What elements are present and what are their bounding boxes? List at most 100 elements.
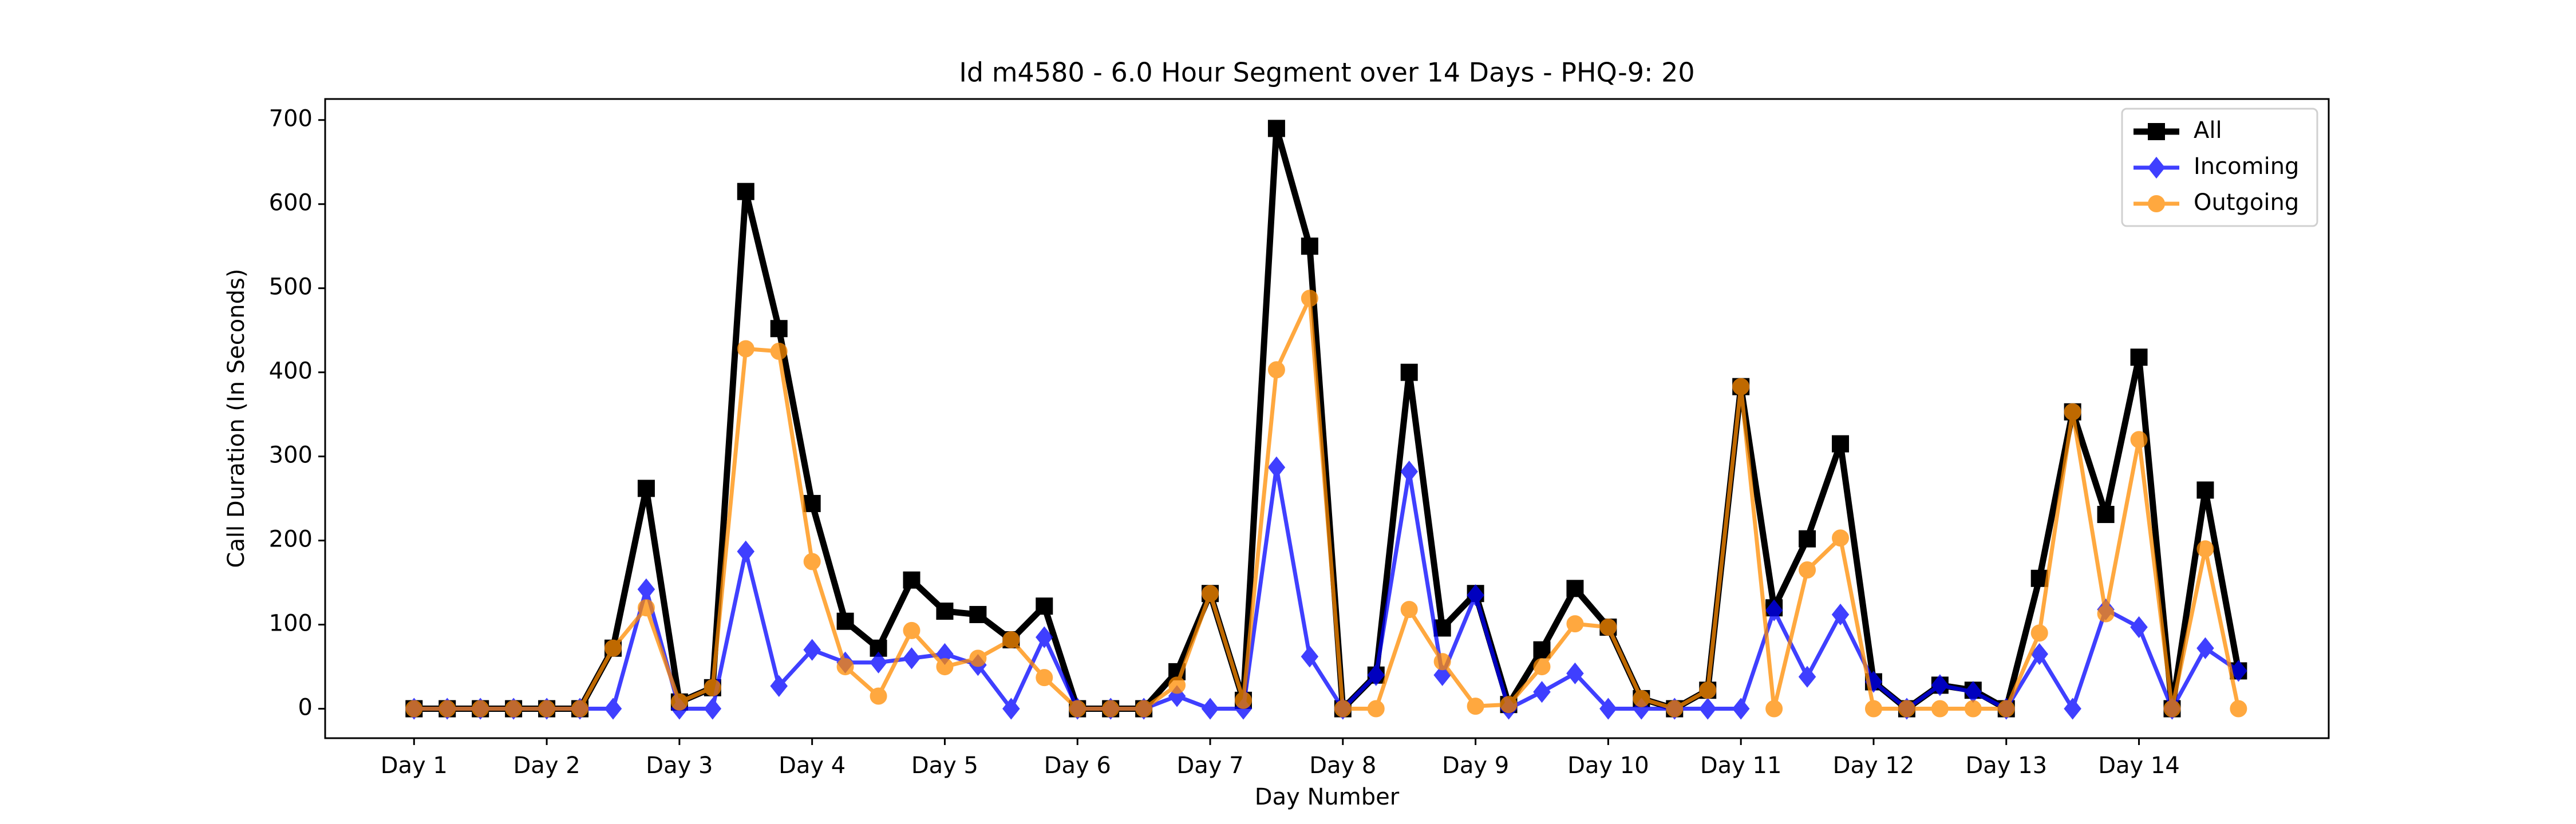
legend-marker bbox=[2148, 195, 2165, 212]
x-tick-label: Day 14 bbox=[2098, 752, 2180, 779]
legend-label: All bbox=[2194, 117, 2222, 144]
marker bbox=[1832, 435, 1850, 453]
x-tick-label: Day 9 bbox=[1442, 752, 1509, 779]
x-tick-label: Day 11 bbox=[1700, 752, 1782, 779]
x-tick-label: Day 10 bbox=[1567, 752, 1649, 779]
marker bbox=[903, 647, 920, 670]
marker bbox=[2130, 616, 2148, 639]
marker bbox=[1732, 378, 1750, 395]
marker bbox=[1301, 290, 1318, 307]
series-outgoing bbox=[405, 290, 2247, 718]
marker bbox=[637, 480, 655, 497]
marker bbox=[505, 700, 523, 718]
marker bbox=[803, 494, 821, 512]
marker bbox=[1467, 698, 1484, 715]
marker bbox=[1002, 698, 1020, 720]
marker bbox=[770, 342, 788, 360]
legend-marker bbox=[2148, 123, 2165, 140]
marker bbox=[1267, 361, 1285, 379]
marker bbox=[1036, 626, 1053, 648]
marker bbox=[1400, 601, 1418, 619]
marker bbox=[670, 693, 688, 711]
marker bbox=[1168, 676, 1186, 694]
marker bbox=[803, 639, 821, 661]
marker bbox=[803, 553, 821, 571]
marker bbox=[1666, 700, 1684, 718]
marker bbox=[1367, 700, 1385, 718]
marker bbox=[1799, 530, 1816, 548]
marker bbox=[969, 605, 987, 623]
legend-label: Outgoing bbox=[2194, 189, 2299, 216]
marker bbox=[1036, 669, 1053, 687]
marker bbox=[1002, 631, 1020, 649]
marker bbox=[405, 700, 423, 718]
marker bbox=[571, 700, 589, 718]
marker bbox=[2230, 660, 2247, 682]
x-tick-label: Day 5 bbox=[911, 752, 978, 779]
marker bbox=[1832, 529, 1850, 547]
marker bbox=[1533, 681, 1551, 703]
x-tick-label: Day 3 bbox=[646, 752, 713, 779]
x-tick-label: Day 4 bbox=[779, 752, 846, 779]
marker bbox=[604, 698, 622, 720]
x-tick-label: Day 8 bbox=[1309, 752, 1376, 779]
marker bbox=[936, 603, 954, 620]
marker bbox=[2097, 506, 2115, 524]
plot-area bbox=[405, 120, 2247, 720]
marker bbox=[2196, 637, 2214, 659]
marker bbox=[1633, 690, 1650, 707]
marker bbox=[870, 651, 887, 674]
marker bbox=[836, 612, 854, 630]
marker bbox=[936, 658, 954, 676]
marker bbox=[538, 700, 556, 718]
axes-frame bbox=[324, 98, 2330, 739]
y-tick-label: 100 bbox=[269, 611, 313, 637]
marker bbox=[1533, 641, 1551, 659]
marker bbox=[1267, 456, 1286, 478]
marker bbox=[1765, 700, 1783, 718]
x-tick-label: Day 2 bbox=[513, 752, 580, 779]
marker bbox=[1599, 618, 1617, 636]
marker bbox=[438, 700, 456, 718]
marker bbox=[704, 698, 722, 720]
marker bbox=[1931, 674, 1949, 696]
marker bbox=[1898, 700, 1915, 718]
marker bbox=[1698, 698, 1717, 720]
marker bbox=[1831, 603, 1850, 626]
marker bbox=[1931, 700, 1949, 718]
marker bbox=[1201, 698, 1219, 720]
marker bbox=[1997, 700, 2015, 718]
marker bbox=[1102, 700, 1120, 718]
legend-item bbox=[2134, 156, 2179, 179]
marker bbox=[1267, 120, 1285, 137]
marker bbox=[1334, 700, 1352, 718]
x-tick-label: Day 1 bbox=[381, 752, 448, 779]
marker bbox=[903, 571, 920, 589]
marker bbox=[1566, 662, 1584, 684]
marker bbox=[737, 340, 754, 358]
marker bbox=[770, 675, 788, 697]
y-tick-label: 700 bbox=[269, 106, 313, 132]
marker bbox=[737, 540, 755, 562]
marker bbox=[637, 599, 655, 617]
y-tick-label: 600 bbox=[269, 190, 313, 216]
marker bbox=[2130, 348, 2148, 366]
marker bbox=[1301, 237, 1318, 255]
legend-label: Incoming bbox=[2194, 153, 2299, 180]
marker bbox=[1599, 698, 1617, 720]
marker bbox=[2030, 624, 2048, 642]
marker bbox=[2097, 605, 2115, 623]
marker bbox=[2196, 540, 2214, 558]
marker bbox=[1400, 363, 1418, 381]
marker bbox=[1234, 691, 1252, 709]
legend-marker bbox=[2147, 156, 2166, 179]
y-tick-label: 400 bbox=[269, 358, 313, 385]
marker bbox=[2064, 698, 2081, 720]
marker bbox=[1433, 653, 1451, 671]
marker bbox=[903, 621, 920, 639]
marker bbox=[836, 658, 854, 676]
marker bbox=[1301, 645, 1319, 668]
marker bbox=[1135, 700, 1153, 718]
marker bbox=[1566, 580, 1584, 597]
